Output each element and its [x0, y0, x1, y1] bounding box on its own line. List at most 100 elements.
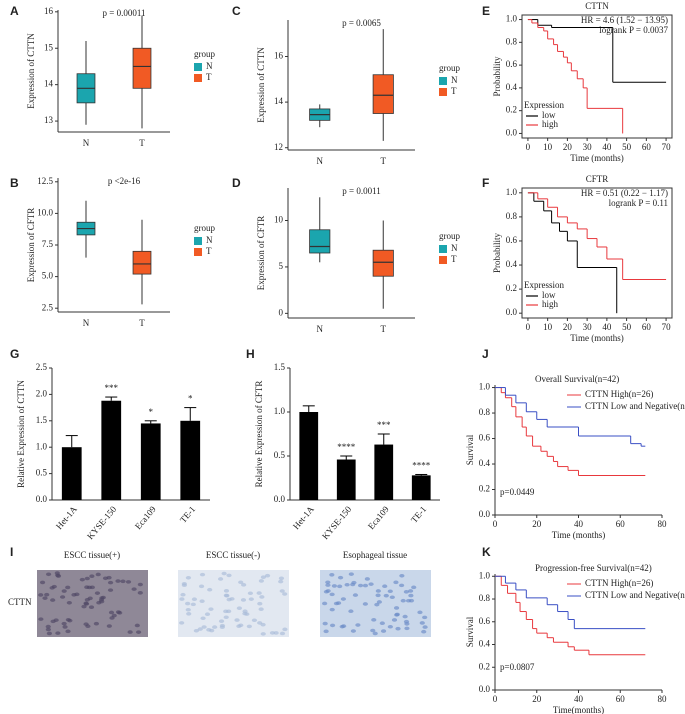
x-tick-label: T — [139, 138, 145, 148]
cell — [355, 623, 361, 627]
annotation: HR = 0.51 (0.22 − 1.17) — [581, 188, 668, 198]
cell — [256, 591, 262, 595]
cell — [357, 583, 364, 588]
cell — [95, 572, 101, 577]
cell — [201, 625, 207, 629]
cell — [379, 621, 385, 626]
x-tick-label: T — [381, 156, 387, 166]
y-tick-label: 0.0 — [274, 494, 286, 504]
cell — [273, 631, 279, 635]
cell — [246, 624, 252, 629]
legend-label: N — [451, 75, 458, 85]
cell — [264, 573, 271, 578]
x-tick-label: T — [381, 324, 387, 334]
legend-swatch — [439, 256, 447, 264]
cell — [102, 576, 109, 581]
cell — [408, 593, 414, 598]
legend-label: CTTN High(n=26) — [585, 578, 653, 588]
legend-label: N — [206, 235, 213, 245]
box — [309, 229, 331, 254]
cell — [348, 572, 354, 576]
cell — [89, 574, 95, 578]
cell — [50, 598, 56, 602]
bar — [411, 475, 431, 500]
cell — [375, 593, 381, 598]
cell — [242, 611, 248, 616]
y-tick-label: 0.0 — [479, 684, 491, 694]
x-tick-label: Eca109 — [366, 504, 391, 531]
cell — [226, 597, 232, 602]
y-axis-label: Probability — [492, 56, 502, 96]
tissue-image — [178, 570, 289, 637]
cell — [223, 593, 229, 598]
cell — [199, 572, 206, 577]
y-tick-label: 10 — [274, 215, 284, 225]
cell — [329, 607, 335, 612]
cell — [269, 631, 276, 635]
panel-letter: D — [232, 176, 241, 190]
cell — [403, 590, 409, 594]
x-tick-label: 0 — [493, 694, 498, 704]
cell — [66, 600, 72, 605]
cell — [383, 593, 389, 598]
cell — [362, 602, 368, 606]
x-tick-label: N — [317, 324, 324, 334]
x-tick-label: 40 — [574, 519, 584, 529]
cell — [137, 582, 143, 587]
x-tick-label: N — [83, 318, 90, 328]
y-tick-label: 1.5 — [36, 415, 48, 425]
x-tick-label: N — [317, 156, 324, 166]
annotation: p=0.0807 — [500, 662, 535, 672]
cell — [411, 585, 417, 590]
y-tick-label: 0.8 — [479, 407, 491, 417]
significance: **** — [412, 461, 431, 471]
tissue-image — [37, 570, 148, 637]
cell — [382, 584, 388, 589]
cell — [79, 577, 85, 582]
cell — [325, 583, 331, 587]
cell — [39, 580, 46, 585]
cell — [329, 623, 336, 628]
x-tick-label: 40 — [602, 142, 612, 152]
cell — [395, 626, 401, 631]
cell — [234, 618, 240, 622]
significance: *** — [105, 383, 119, 393]
x-tick-label: 20 — [532, 519, 542, 529]
legend-label: CTTN High(n=26) — [585, 389, 653, 399]
cell — [197, 627, 203, 631]
legend-title: Expression — [524, 100, 564, 110]
cell — [93, 621, 99, 626]
legend-label: N — [451, 243, 458, 253]
cell — [279, 589, 285, 593]
y-tick-label: 0.5 — [36, 468, 48, 478]
y-tick-label: 0.8 — [506, 36, 518, 46]
panel-letter: G — [10, 347, 19, 361]
box — [132, 47, 152, 89]
legend-label: high — [542, 299, 559, 309]
cell — [223, 609, 229, 614]
legend-swatch — [439, 245, 447, 253]
cell — [371, 618, 377, 622]
y-axis-label: Expression of CTTN — [26, 33, 36, 109]
legend-label: N — [206, 61, 213, 71]
legend-title: group — [439, 63, 460, 73]
cell — [248, 597, 254, 601]
cell — [179, 621, 185, 625]
cell — [374, 602, 380, 607]
legend-label: T — [206, 246, 212, 256]
x-tick-label: Eca109 — [133, 504, 158, 531]
x-tick-label: 80 — [658, 519, 668, 529]
y-tick-label: 0 — [279, 307, 284, 317]
cell — [45, 627, 51, 632]
bar — [180, 420, 201, 500]
panel-letter: C — [232, 4, 241, 18]
cell — [200, 616, 206, 621]
y-tick-label: 0.2 — [506, 283, 517, 293]
plot-frame — [521, 14, 673, 139]
y-axis-label: Survival — [465, 616, 475, 647]
cell — [45, 624, 51, 629]
cell — [389, 595, 395, 600]
y-tick-label: 14 — [44, 79, 54, 89]
cell — [106, 624, 112, 628]
